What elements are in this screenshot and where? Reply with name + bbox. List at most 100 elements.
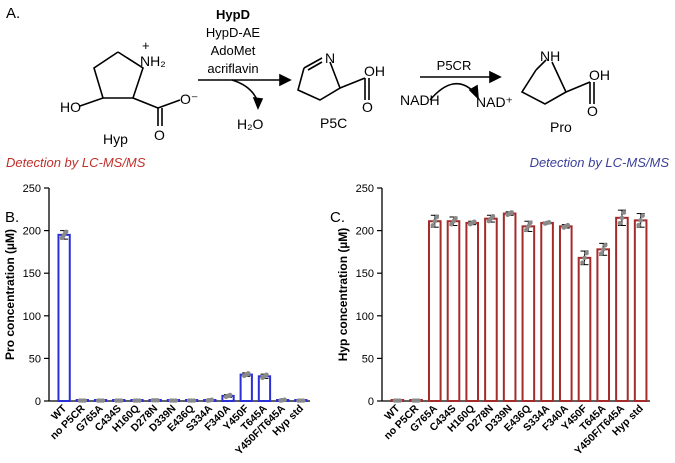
data-point [119, 398, 124, 403]
data-point [509, 210, 514, 215]
data-point [432, 218, 438, 224]
y-axis-label: Pro concentration (µM) [3, 229, 17, 360]
data-point [100, 398, 106, 403]
y-tick-label: 50 [362, 353, 374, 365]
pro-oh: OH [589, 67, 610, 83]
data-point [264, 372, 269, 378]
bar [257, 375, 272, 402]
y-tick-label: 0 [35, 396, 41, 408]
bar [484, 217, 498, 402]
bar [521, 225, 536, 402]
bar [427, 220, 442, 402]
data-point [430, 223, 436, 228]
y-tick-label: 150 [23, 268, 41, 280]
data-point [453, 215, 458, 221]
pro-o: O [587, 103, 598, 119]
data-point [282, 397, 287, 403]
data-point [584, 250, 589, 256]
hyp-structure [79, 51, 181, 126]
bar [465, 221, 480, 402]
cofactor-3: acriflavin [207, 61, 258, 76]
cofactor-2: AdoMet [211, 43, 256, 58]
data-point [524, 227, 529, 233]
data-point [490, 213, 496, 219]
data-point [301, 398, 306, 403]
p5c-oh: OH [364, 63, 385, 79]
data-point [191, 398, 197, 403]
bar [239, 373, 253, 403]
pro-structure [520, 59, 595, 105]
y-tick-label: 250 [23, 183, 41, 195]
panel-a-label: A. [6, 5, 20, 22]
hyp-name: Hyp [103, 131, 128, 147]
y-tick-label: 150 [356, 268, 374, 280]
nadh: NADH [400, 92, 440, 108]
bar [615, 216, 629, 402]
data-point [582, 255, 587, 261]
data-point [640, 213, 645, 218]
data-point [602, 242, 608, 248]
data-point [155, 398, 160, 403]
data-point [580, 260, 585, 265]
cofactor-1: HypD-AE [206, 25, 261, 40]
p5c-n: N [325, 50, 335, 66]
hyp-plus: + [142, 38, 150, 53]
p5c-name: P5C [320, 115, 347, 131]
bar [57, 233, 71, 402]
pro-name: Pro [550, 119, 572, 135]
bar [596, 248, 611, 402]
p5cr-arrow [420, 70, 502, 101]
p5c-structure [297, 57, 370, 101]
y-tick-label: 50 [29, 353, 41, 365]
y-tick-label: 100 [23, 311, 41, 323]
data-point [245, 371, 251, 376]
detection-left: Detection by LC-MS/MS [6, 155, 146, 170]
bar [633, 219, 648, 402]
enzyme-p5cr: P5CR [437, 58, 472, 73]
panel-label: C. [330, 209, 345, 226]
nad: NAD⁺ [476, 94, 513, 110]
data-point [598, 251, 604, 256]
hyp-ho: HO [60, 99, 81, 115]
y-tick-label: 100 [356, 311, 374, 323]
data-point [617, 220, 623, 226]
data-point [173, 398, 179, 403]
data-point [636, 222, 641, 228]
data-point [227, 392, 233, 398]
data-point [619, 215, 625, 221]
data-point [137, 398, 142, 403]
data-point [546, 220, 552, 225]
panel-label: B. [5, 209, 19, 226]
water: H₂O [237, 116, 264, 132]
data-point [565, 222, 571, 228]
pro-nh: NH [540, 48, 560, 64]
hypd-arrow [198, 73, 292, 111]
bar [502, 212, 517, 402]
data-point [528, 220, 533, 226]
detection-right: Detection by LC-MS/MS [530, 155, 670, 170]
data-point [526, 224, 531, 229]
y-tick-label: 0 [368, 396, 374, 408]
data-point [209, 397, 215, 403]
enzyme-hypd: HypD [216, 7, 250, 22]
y-tick-label: 250 [356, 183, 374, 195]
hyp-ominus: O⁻ [180, 91, 198, 107]
p5c-o: O [362, 99, 373, 115]
data-point [63, 229, 69, 235]
hyp-o: O [154, 127, 165, 143]
panel-a: A. HO NH₂ + O O⁻ Hyp HypD HypD-AE AdoMet… [6, 5, 669, 170]
data-point [434, 214, 440, 220]
hyp-nh2: NH₂ [140, 53, 166, 69]
bar [558, 225, 573, 402]
bar [577, 256, 592, 403]
data-point [621, 210, 627, 215]
data-point [397, 398, 403, 403]
data-point [638, 218, 643, 223]
data-point [600, 247, 606, 252]
y-axis-label: Hyp concentration (µM) [336, 228, 350, 362]
data-point [82, 398, 88, 403]
bar [540, 221, 554, 402]
